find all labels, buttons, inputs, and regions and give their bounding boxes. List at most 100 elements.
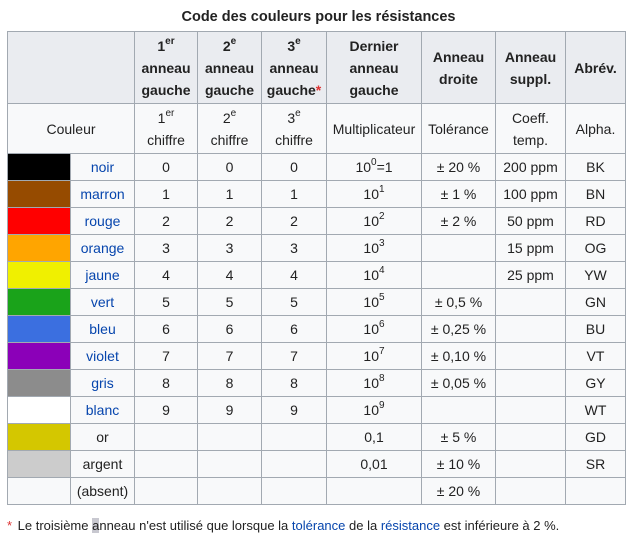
abbreviation: VT [565,342,626,370]
color-link[interactable]: rouge [84,213,121,229]
subheader-alpha: Alpha. [565,103,626,154]
temp-coefficient [495,450,566,478]
tolerance: ± 5 % [421,423,496,451]
header-blank [7,31,135,104]
footnote-asterisk: * [7,518,13,533]
multiplier: 101 [326,180,422,208]
table-row: vert 5 5 5 105 ± 0,5 % GN [7,288,626,316]
first-digit: 3 [134,234,198,262]
abbreviation: OG [565,234,626,262]
temp-coefficient [495,288,566,316]
color-link[interactable]: violet [86,348,119,364]
header-row: 1er anneau gauche 2e anneau gauche 3e anne… [7,31,626,104]
abbreviation: YW [565,261,626,289]
asterisk: * [315,81,322,98]
color-link[interactable]: gris [91,375,114,391]
abbreviation: WT [565,396,626,424]
color-swatch [7,315,71,343]
color-name: violet [70,342,135,370]
color-link[interactable]: marron [80,186,125,202]
tolerance: ± 0,05 % [421,369,496,397]
multiplier: 0,01 [326,450,422,478]
second-digit: 6 [197,315,262,343]
tolerance [421,261,496,289]
abbreviation: BK [565,153,626,181]
abbreviation: GY [565,369,626,397]
color-swatch [7,261,71,289]
temp-coefficient [495,342,566,370]
temp-coefficient [495,423,566,451]
tolerance: ± 0,10 % [421,342,496,370]
third-digit: 5 [261,288,327,316]
link-resistance[interactable]: résistance [380,518,441,533]
multiplier: 106 [326,315,422,343]
multiplier: 103 [326,234,422,262]
subheader-second-digit: 2e chiffre [197,103,262,154]
tolerance: ± 1 % [421,180,496,208]
table-row: or 0,1 ± 5 % GD [7,423,626,451]
color-swatch [7,207,71,235]
tolerance: ± 10 % [421,450,496,478]
table-row: argent 0,01 ± 10 % SR [7,450,626,478]
subheader-multiplier: Multiplicateur [326,103,422,154]
table-row: (absent) ± 20 % [7,477,626,505]
temp-coefficient: 100 ppm [495,180,566,208]
table-row: noir 0 0 0 100=1 ± 20 % 200 ppm BK [7,153,626,181]
third-digit: 7 [261,342,327,370]
temp-coefficient [495,477,566,505]
table-caption: Code des couleurs pour les résistances [181,9,456,25]
color-swatch [7,153,71,181]
second-digit: 5 [197,288,262,316]
abbreviation: SR [565,450,626,478]
text-cursor-highlight: a [92,518,100,533]
header-right-band: Anneau droite [421,31,496,104]
abbreviation: RD [565,207,626,235]
first-digit: 7 [134,342,198,370]
third-digit [261,477,327,505]
second-digit: 9 [197,396,262,424]
color-name: vert [70,288,135,316]
color-link[interactable]: noir [90,159,115,175]
multiplier: 108 [326,369,422,397]
color-swatch [7,396,71,424]
color-swatch [7,450,71,478]
color-swatch [7,288,71,316]
header-first-band: 1er anneau gauche [134,31,198,104]
temp-coefficient [495,369,566,397]
resistor-color-code-table: 1er anneau gauche 2e anneau gauche 3e anne… [7,31,626,505]
third-digit: 9 [261,396,327,424]
temp-coefficient: 15 ppm [495,234,566,262]
tolerance [421,396,496,424]
first-digit: 2 [134,207,198,235]
first-digit: 4 [134,261,198,289]
color-name: marron [70,180,135,208]
temp-coefficient: 200 ppm [495,153,566,181]
second-digit: 2 [197,207,262,235]
color-link[interactable]: bleu [89,321,116,337]
first-digit: 0 [134,153,198,181]
header-second-band: 2e anneau gauche [197,31,262,104]
link-tolerance[interactable]: tolérance [291,518,346,533]
subheader-color: Couleur [7,103,135,154]
color-link[interactable]: jaune [85,267,120,283]
abbreviation: BU [565,315,626,343]
color-link[interactable]: orange [80,240,125,256]
color-link[interactable]: vert [90,294,115,310]
abbreviation: GN [565,288,626,316]
color-link[interactable]: blanc [85,402,120,418]
header-extra-band: Anneau suppl. [495,31,566,104]
multiplier: 105 [326,288,422,316]
color-name: rouge [70,207,135,235]
multiplier: 100=1 [326,153,422,181]
tolerance: ± 2 % [421,207,496,235]
header-abbreviation: Abrév. [565,31,626,104]
third-digit: 2 [261,207,327,235]
color-swatch [7,342,71,370]
second-digit: 7 [197,342,262,370]
footnote-text: est inférieure à 2 %. [440,518,560,533]
multiplier: 104 [326,261,422,289]
footnote-text: Le troisième [14,518,93,533]
table-row: bleu 6 6 6 106 ± 0,25 % BU [7,315,626,343]
second-digit: 1 [197,180,262,208]
color-swatch [7,180,71,208]
